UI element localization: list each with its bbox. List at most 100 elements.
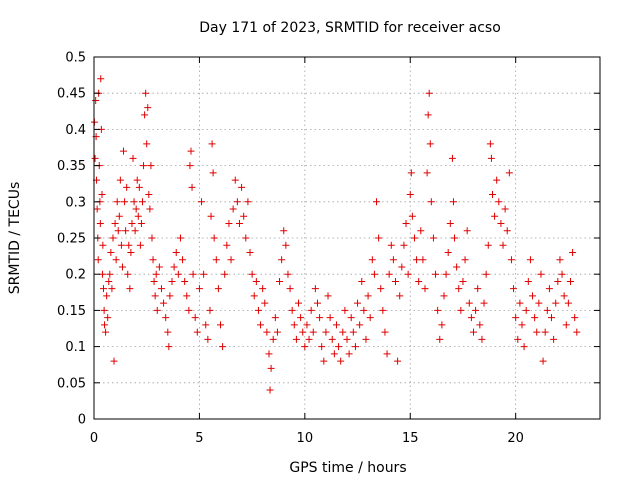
data-point [449,198,457,206]
data-point [147,162,155,170]
data-point [324,292,332,300]
data-point [200,270,208,278]
data-point [558,270,566,278]
y-tick-label: 0.25 [57,232,86,247]
data-point [406,191,414,199]
data-point [288,306,296,314]
data-point [128,220,136,228]
data-point [99,241,107,249]
data-point [343,335,351,343]
data-point [130,198,138,206]
data-point [189,270,197,278]
data-point [124,270,132,278]
y-tick-label: 0.1 [65,340,86,355]
data-point [537,270,545,278]
data-point [185,306,193,314]
data-point [91,154,99,162]
data-point [419,256,427,264]
y-tick-label: 0.45 [57,87,86,102]
data-point [131,227,139,235]
data-point [153,306,161,314]
data-point [127,248,135,256]
data-point [276,277,284,285]
data-point [487,154,495,162]
data-point [231,176,239,184]
data-point [122,227,130,235]
data-point [267,364,275,372]
data-point [235,220,243,228]
data-point [318,343,326,351]
data-point [195,285,203,293]
data-point [98,191,106,199]
y-axis-title: SRMTID / TECUs [7,182,23,295]
data-point [299,328,307,336]
data-point [426,140,434,148]
data-point [271,314,279,322]
data-point [280,227,288,235]
data-point [423,169,431,177]
data-point [373,198,381,206]
data-point [493,176,501,184]
data-point [566,277,574,285]
data-point [560,292,568,300]
data-point [322,328,330,336]
data-point [457,306,465,314]
data-point [330,350,338,358]
data-point [316,314,324,322]
data-point [104,314,112,322]
data-point [295,299,303,307]
data-point [113,198,121,206]
data-point [337,357,345,365]
data-point [476,321,484,329]
data-point [383,350,391,358]
data-point [370,270,378,278]
data-point [191,314,199,322]
data-point [554,277,562,285]
data-point [381,328,389,336]
y-tick-label: 0.3 [65,195,86,210]
data-point [290,321,298,329]
data-point [497,220,505,228]
data-point [206,306,214,314]
data-point [516,299,524,307]
data-point [186,162,194,170]
data-point [495,198,503,206]
data-point [417,227,425,235]
data-point [246,248,254,256]
data-point [311,285,319,293]
data-point [522,306,530,314]
data-point [238,183,246,191]
data-point [461,256,469,264]
data-point [448,154,456,162]
data-point [377,285,385,293]
x-axis-title: GPS time / hours [289,460,406,476]
data-point [328,335,336,343]
data-point [335,343,343,351]
data-point [229,205,237,213]
data-point [303,321,311,329]
data-point [137,220,145,228]
data-point [93,205,101,213]
data-point [102,328,110,336]
x-tick-label: 0 [90,431,98,446]
data-point [187,147,195,155]
data-point [259,285,267,293]
data-point [254,306,262,314]
data-point [562,321,570,329]
data-point [160,299,168,307]
data-point [193,328,201,336]
data-point [116,176,124,184]
data-point [446,220,454,228]
data-point [470,328,477,336]
data-point [129,154,137,162]
y-tick-label: 0.15 [57,304,86,319]
data-point [135,183,143,191]
data-point [526,256,534,264]
data-point [138,198,146,206]
data-point [123,183,131,191]
data-point [347,314,355,322]
data-point [467,314,475,322]
data-point [219,343,227,351]
data-point [550,335,558,343]
data-point [204,335,212,343]
